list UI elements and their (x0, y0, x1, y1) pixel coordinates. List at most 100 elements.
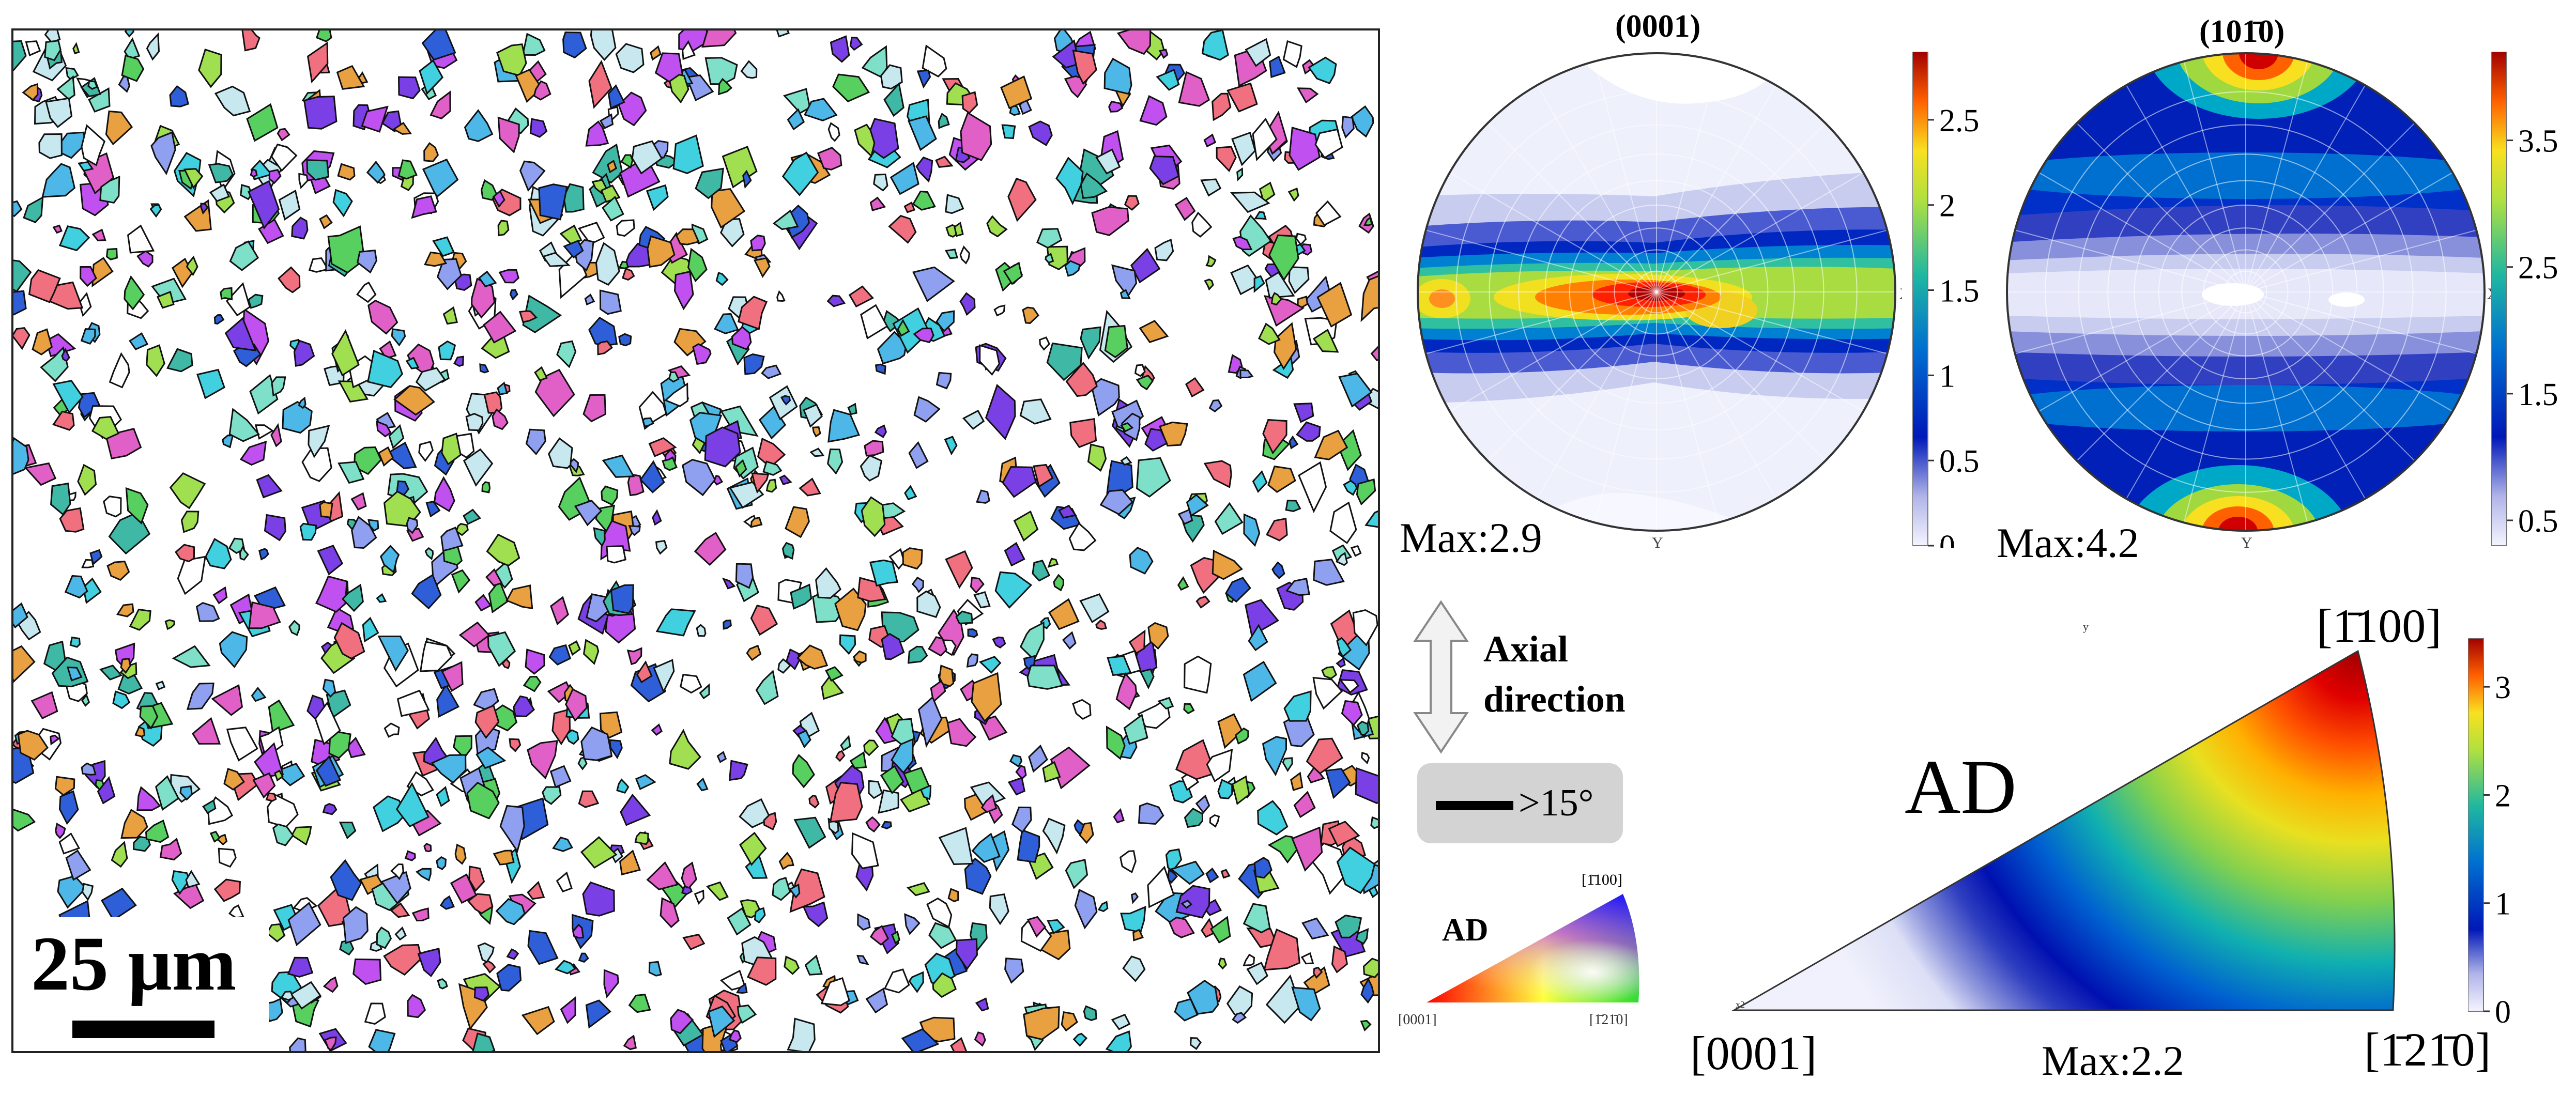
pole-figure-0001-max: Max:2.9 (1400, 514, 1542, 561)
grain (298, 396, 306, 409)
grain (1209, 814, 1220, 828)
grain (826, 448, 844, 475)
grain (1339, 678, 1359, 694)
grain (1053, 574, 1065, 592)
grain (580, 836, 618, 869)
grain (682, 458, 716, 497)
grain (13, 327, 30, 350)
grain (1262, 419, 1287, 455)
grain (205, 537, 232, 569)
grain (1203, 133, 1217, 148)
grain (1268, 234, 1299, 282)
grain (585, 120, 609, 147)
grain (964, 857, 992, 895)
grain (1313, 559, 1345, 586)
grain (155, 681, 166, 690)
grain (601, 485, 619, 506)
grain (672, 134, 704, 175)
grid-radial (1656, 61, 1719, 292)
grain (911, 576, 924, 593)
grain (1115, 672, 1138, 711)
ipf-corner-1m100: [1̄100] (2317, 599, 2442, 652)
grain (219, 631, 248, 669)
grain (675, 228, 700, 245)
ebsd-orientation-map (11, 28, 1380, 1053)
grain (451, 569, 471, 594)
grain (1032, 560, 1051, 582)
grain (338, 461, 365, 484)
grain (239, 440, 267, 466)
grain (13, 290, 27, 316)
grid-radial (1656, 291, 1719, 523)
grain (618, 333, 632, 347)
grain (695, 167, 724, 199)
grain (202, 799, 217, 814)
grain (1214, 502, 1244, 535)
grain (550, 596, 569, 626)
grain (860, 454, 883, 482)
grain (77, 464, 97, 496)
grain (1231, 131, 1256, 166)
grain (406, 517, 419, 534)
grain (465, 412, 484, 431)
grain (1321, 666, 1338, 680)
pole-figure-0001-title: (0001) (1615, 9, 1701, 44)
grain (1113, 808, 1125, 824)
grain (538, 183, 568, 221)
grain (171, 870, 191, 895)
grain (556, 340, 577, 368)
grain (1296, 421, 1321, 442)
grain (1147, 622, 1169, 650)
grain (673, 328, 707, 357)
grain (1246, 962, 1268, 985)
ipf-direction-label: AD (1905, 744, 2017, 830)
grain (306, 159, 330, 181)
grain (1184, 655, 1212, 694)
grain (248, 601, 281, 629)
grain (590, 30, 617, 61)
grain (735, 563, 754, 589)
grain (339, 822, 357, 840)
grain (902, 547, 923, 570)
boundary-line-sample (1436, 801, 1513, 810)
grid-radial (1656, 229, 1888, 292)
grain (326, 689, 351, 719)
grain (892, 307, 930, 354)
colorbar-tick-label: 1.5 (1939, 274, 1980, 309)
grain (772, 876, 791, 901)
grain (1007, 777, 1025, 796)
grain (635, 774, 656, 790)
grain (467, 893, 494, 915)
grain (881, 632, 905, 660)
grain (1370, 346, 1378, 361)
grid-radial (2245, 85, 2366, 292)
grain (848, 285, 875, 307)
grain (955, 610, 973, 625)
grain (1130, 892, 1139, 904)
grain (1046, 342, 1083, 381)
grain (228, 904, 244, 919)
grain (797, 730, 811, 749)
grain (812, 592, 846, 623)
grain (291, 217, 309, 240)
grain (256, 474, 283, 499)
grain (72, 42, 80, 55)
scale-bar (72, 1021, 214, 1038)
grain (1003, 261, 1023, 285)
grain (481, 179, 498, 201)
grain (366, 160, 386, 184)
grain (642, 417, 654, 427)
grain (713, 475, 724, 486)
grain (1291, 826, 1323, 872)
colorbar-tick-label: 2.5 (2518, 251, 2558, 286)
grain (30, 691, 58, 719)
grain (1017, 829, 1040, 863)
grain (863, 739, 879, 757)
grain (13, 40, 27, 72)
grain (1108, 100, 1124, 113)
grain (628, 525, 641, 536)
grain (395, 782, 430, 828)
grain (268, 699, 295, 734)
ipf-small-x2: x2 (1736, 999, 1745, 1010)
grain (849, 37, 863, 51)
